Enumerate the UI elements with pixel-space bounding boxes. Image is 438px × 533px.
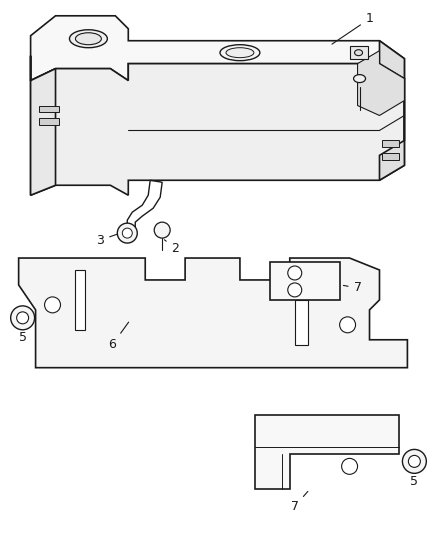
Polygon shape <box>31 16 404 80</box>
Circle shape <box>122 228 132 238</box>
Polygon shape <box>31 55 56 195</box>
Text: 2: 2 <box>164 240 179 255</box>
Ellipse shape <box>220 45 260 61</box>
Polygon shape <box>31 63 404 195</box>
Text: 5: 5 <box>410 475 418 488</box>
Circle shape <box>17 312 28 324</box>
Text: 3: 3 <box>96 233 118 247</box>
Circle shape <box>117 223 137 243</box>
Text: 5: 5 <box>19 332 27 344</box>
Polygon shape <box>39 106 59 112</box>
Polygon shape <box>382 140 399 148</box>
Polygon shape <box>19 258 407 368</box>
Text: 6: 6 <box>108 322 129 351</box>
Circle shape <box>45 297 60 313</box>
Ellipse shape <box>355 50 363 55</box>
Circle shape <box>342 458 357 474</box>
Polygon shape <box>350 46 367 59</box>
Polygon shape <box>75 270 85 330</box>
Polygon shape <box>270 262 339 300</box>
Ellipse shape <box>70 30 107 47</box>
Polygon shape <box>379 41 404 180</box>
Circle shape <box>403 449 426 473</box>
Ellipse shape <box>353 75 366 83</box>
Ellipse shape <box>75 33 101 45</box>
Polygon shape <box>382 154 399 160</box>
Text: 7: 7 <box>291 491 308 513</box>
Text: 1: 1 <box>332 12 374 44</box>
Polygon shape <box>255 415 399 489</box>
Circle shape <box>408 455 420 467</box>
Circle shape <box>288 283 302 297</box>
Polygon shape <box>295 300 308 345</box>
Polygon shape <box>357 51 404 116</box>
Polygon shape <box>39 118 59 125</box>
Circle shape <box>11 306 35 330</box>
Ellipse shape <box>226 47 254 58</box>
Text: 7: 7 <box>343 281 361 294</box>
Circle shape <box>339 317 356 333</box>
Circle shape <box>288 266 302 280</box>
Circle shape <box>154 222 170 238</box>
